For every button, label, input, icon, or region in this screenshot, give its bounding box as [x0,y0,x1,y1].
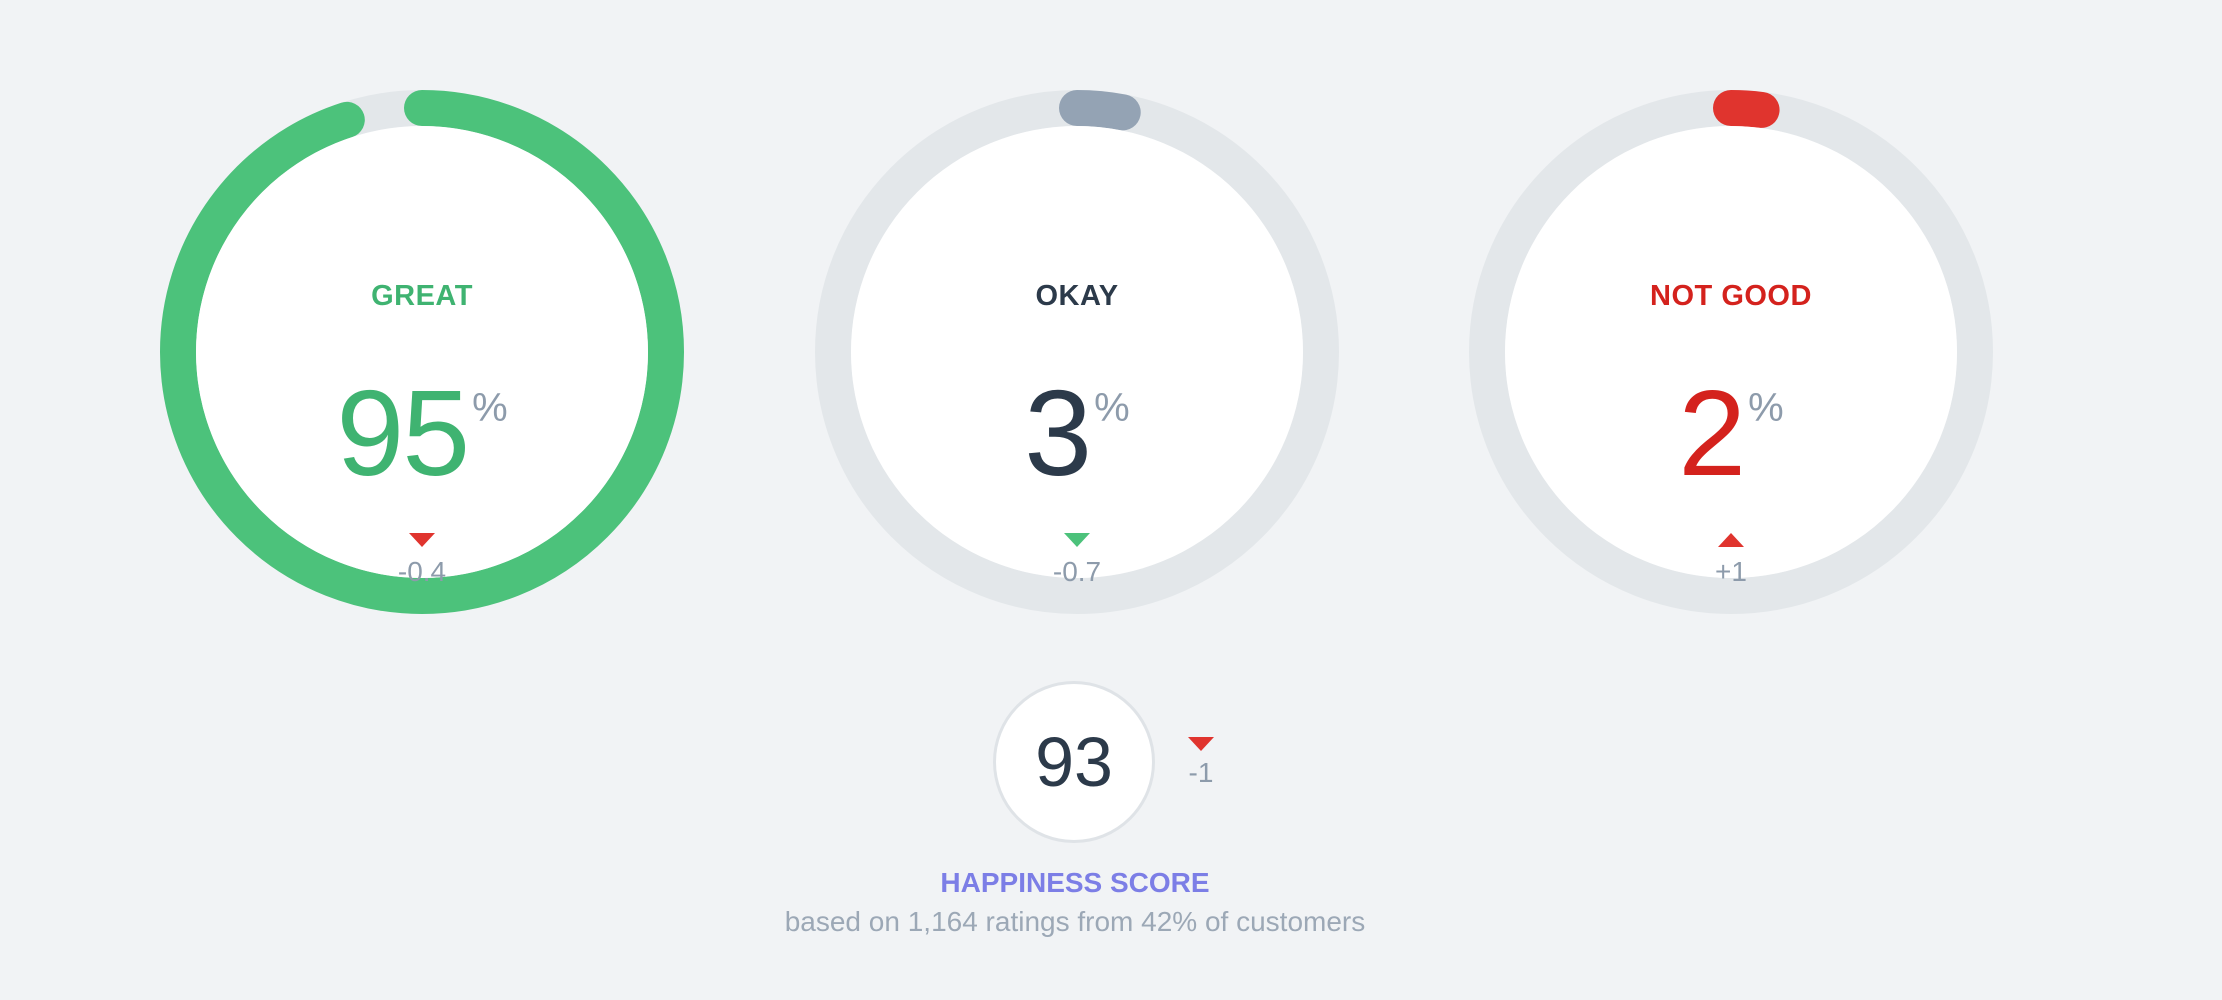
gauge-okay-label: OKAY [1035,280,1119,312]
gauge-not-good-value-row: 2% [1469,368,1993,498]
gauge-great-ring [160,90,684,614]
gauge-not-good-label: NOT GOOD [1650,280,1812,312]
happiness-score-badge: 93 [993,681,1155,843]
triangle-down-icon [160,533,684,547]
gauge-not-good: NOT GOOD 2% +1 [1469,90,1993,614]
happiness-score-value: 93 [1035,723,1113,801]
gauge-okay-ring [815,90,1339,614]
gauge-not-good-value: 2 [1678,365,1746,501]
gauge-great: GREAT 95% -0.4 [160,90,684,614]
gauge-great-label: GREAT [371,280,473,312]
gauge-okay-value: 3 [1024,365,1092,501]
gauge-not-good-face [1505,126,1957,578]
triangle-down-icon [1188,737,1214,751]
gauge-okay: OKAY 3% -0.7 [815,90,1339,614]
gauge-okay-unit: % [1094,386,1130,430]
gauge-not-good-ring [1469,90,1993,614]
gauge-not-good-delta: +1 [1715,556,1747,587]
gauge-great-value: 95 [336,365,470,501]
gauge-great-unit: % [472,386,508,430]
gauge-not-good-arc [1469,90,1993,614]
gauge-great-delta: -0.4 [397,556,447,587]
gauge-not-good-unit: % [1748,386,1784,430]
happiness-score-delta: -1 [1188,757,1214,788]
happiness-score-title: HAPPINESS SCORE [940,867,1210,898]
gauge-great-arc [160,90,684,614]
gauge-okay-face [851,126,1303,578]
gauge-okay-arc [815,90,1339,614]
triangle-down-icon [815,533,1339,547]
gauge-great-value-row: 95% [160,368,684,498]
gauge-great-face [196,126,648,578]
gauge-okay-delta: -0.7 [1052,556,1102,587]
triangle-up-icon [1469,533,1993,547]
happiness-score-subtitle: based on 1,164 ratings from 42% of custo… [784,906,1366,937]
gauge-okay-value-row: 3% [815,368,1339,498]
